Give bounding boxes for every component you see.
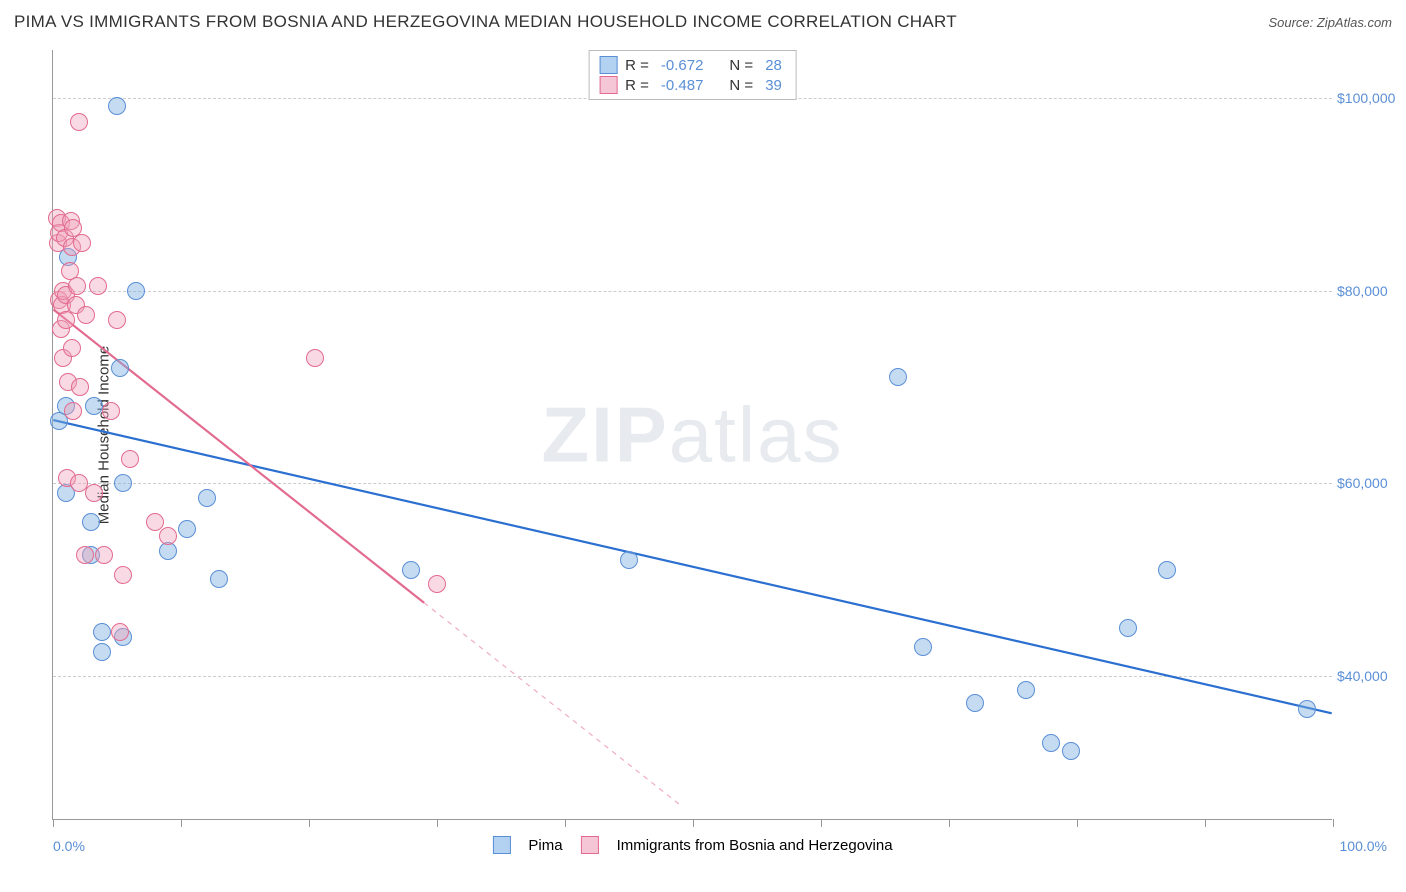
data-point [93, 623, 111, 641]
data-point [306, 349, 324, 367]
data-point [71, 378, 89, 396]
data-point [111, 359, 129, 377]
data-point [95, 546, 113, 564]
data-point [64, 402, 82, 420]
data-point [966, 694, 984, 712]
x-axis-min-label: 0.0% [53, 838, 85, 854]
data-point [889, 368, 907, 386]
source-label: Source: ZipAtlas.com [1268, 15, 1392, 30]
data-point [127, 282, 145, 300]
data-point [198, 489, 216, 507]
y-tick-label: $40,000 [1337, 668, 1402, 684]
data-point [1017, 681, 1035, 699]
data-point [1042, 734, 1060, 752]
data-point [428, 575, 446, 593]
x-tick [821, 819, 822, 827]
plot-area: ZIPatlas Median Household Income R =-0.6… [52, 50, 1332, 820]
data-point [89, 277, 107, 295]
data-point [85, 397, 103, 415]
data-point [108, 97, 126, 115]
gridline [53, 483, 1332, 484]
y-tick-label: $100,000 [1337, 90, 1402, 106]
data-point [63, 339, 81, 357]
x-tick [437, 819, 438, 827]
x-tick [181, 819, 182, 827]
data-point [73, 234, 91, 252]
data-point [914, 638, 932, 656]
data-point [114, 566, 132, 584]
legend-swatch [599, 76, 617, 94]
legend-swatch [492, 836, 510, 854]
gridline [53, 676, 1332, 677]
data-point [108, 311, 126, 329]
x-tick [1205, 819, 1206, 827]
x-tick [309, 819, 310, 827]
data-point [76, 546, 94, 564]
x-tick [565, 819, 566, 827]
legend-swatch [581, 836, 599, 854]
legend-swatch [599, 56, 617, 74]
y-tick-label: $60,000 [1337, 475, 1402, 491]
data-point [102, 402, 120, 420]
data-point [1062, 742, 1080, 760]
x-tick [53, 819, 54, 827]
x-tick [949, 819, 950, 827]
data-point [111, 623, 129, 641]
x-tick [1077, 819, 1078, 827]
trend-lines [53, 50, 1332, 819]
data-point [77, 306, 95, 324]
data-point [620, 551, 638, 569]
data-point [210, 570, 228, 588]
legend-series-label: Pima [528, 837, 562, 854]
legend-correlation-row: R =-0.672N =28 [599, 55, 786, 75]
data-point [1158, 561, 1176, 579]
data-point [93, 643, 111, 661]
x-tick [1333, 819, 1334, 827]
legend-correlation: R =-0.672N =28R =-0.487N =39 [588, 50, 797, 100]
data-point [68, 277, 86, 295]
data-point [402, 561, 420, 579]
data-point [70, 113, 88, 131]
x-tick [693, 819, 694, 827]
data-point [1119, 619, 1137, 637]
data-point [178, 520, 196, 538]
watermark: ZIPatlas [541, 389, 843, 480]
legend-series-label: Immigrants from Bosnia and Herzegovina [617, 837, 893, 854]
chart-title: PIMA VS IMMIGRANTS FROM BOSNIA AND HERZE… [14, 12, 957, 32]
data-point [114, 474, 132, 492]
legend-correlation-row: R =-0.487N =39 [599, 75, 786, 95]
data-point [1298, 700, 1316, 718]
data-point [121, 450, 139, 468]
legend-series: Pima Immigrants from Bosnia and Herzegovi… [492, 836, 892, 854]
y-tick-label: $80,000 [1337, 283, 1402, 299]
data-point [85, 484, 103, 502]
gridline [53, 291, 1332, 292]
data-point [82, 513, 100, 531]
x-axis-max-label: 100.0% [1340, 838, 1387, 854]
data-point [146, 513, 164, 531]
data-point [159, 527, 177, 545]
